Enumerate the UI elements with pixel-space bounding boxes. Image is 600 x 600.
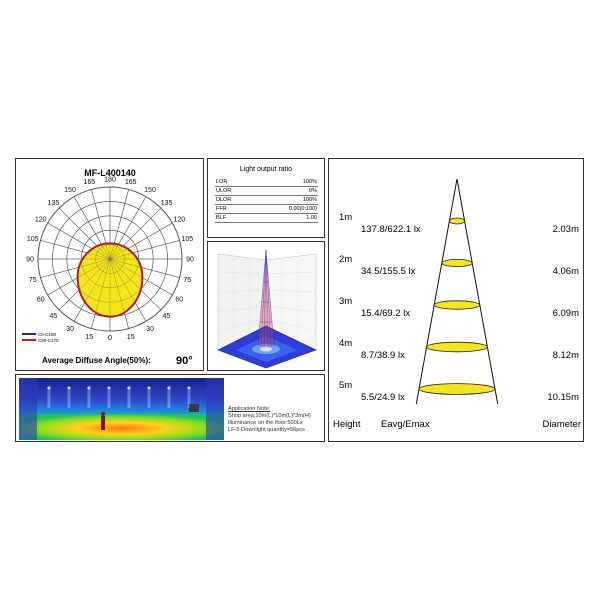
cone-edge-right	[456, 178, 499, 405]
polar-angle-label: 60	[37, 297, 45, 304]
diameter-label: 2.03m	[553, 224, 579, 235]
row-value: 100%	[252, 178, 318, 187]
polar-angle-label: 30	[66, 326, 74, 333]
polar-diagram: MF-L400140 15013512010590756045301515013…	[22, 168, 194, 367]
height-label: 3m	[339, 296, 352, 307]
height-label: 4m	[339, 338, 352, 349]
legend-swatch-c90	[22, 339, 36, 341]
legend-label-c90: C90-C270	[38, 338, 59, 343]
polar-diagram-panel: MF-L400140 150 135 120 105 90 75 60 45 30 15 150 13…	[15, 158, 204, 371]
height-label: 2m	[339, 254, 352, 265]
legend-swatch-c0	[22, 333, 36, 335]
polar-curve-c0	[77, 242, 143, 317]
3d-distribution-panel	[207, 241, 325, 371]
table-row: BLF 1.00	[215, 213, 318, 223]
illuminance-label: 137.8/622.1 lx	[361, 224, 421, 235]
height-label: 5m	[339, 380, 352, 391]
cone-ellipse	[449, 217, 466, 225]
polar-angle-label: 15	[85, 334, 93, 341]
3d-distribution-render	[217, 249, 317, 369]
diffuse-angle-value: 90°	[176, 355, 193, 367]
eavg-emax-column-label: Eavg/Emax	[381, 419, 430, 430]
application-note-line: Shop area:10m(L)*10m(L)*3m(H)	[228, 413, 311, 419]
diffuse-angle-label: Average Diffuse Angle(50%):	[42, 356, 151, 365]
polar-angle-label: 105	[181, 236, 193, 243]
polar-angle-label: 120	[173, 217, 185, 224]
cone-ellipse	[418, 383, 496, 395]
row-label: ULOR	[215, 186, 253, 196]
height-column-label: Height	[333, 419, 361, 430]
polar-angle-label: 90	[26, 257, 34, 264]
polar-angle-label: 75	[183, 277, 191, 284]
cone-outline	[415, 178, 499, 405]
polar-angle-label: 165	[125, 179, 137, 186]
height-label: 1m	[339, 212, 352, 223]
legend-label-c0: C0-C180	[38, 332, 57, 337]
light-output-panel: Light output ratio LOR 100% ULOR 0% DLOR 10…	[207, 158, 325, 238]
polar-legend: C0-C180 C90-C270	[22, 332, 59, 343]
polar-angle-labels: 1501351201059075604530151501351201059075…	[26, 177, 194, 343]
row-value: 1.00	[252, 213, 318, 223]
cone-ellipse	[433, 300, 481, 310]
application-note-heading: Application Note:	[228, 406, 271, 412]
polar-curves	[38, 187, 182, 331]
polar-spoke-overlay	[91, 189, 129, 329]
row-label: LOR	[215, 178, 253, 187]
polar-angle-label: 150	[144, 187, 156, 194]
polar-angle-label: 15	[127, 334, 135, 341]
cone-edge-left	[415, 178, 458, 405]
polar-angle-label: 120	[35, 217, 47, 224]
polar-angle-label: 135	[161, 200, 173, 207]
illuminance-label: 15.4/69.2 lx	[361, 308, 410, 319]
polar-angle-label: 30	[146, 326, 154, 333]
row-value: 100%	[252, 195, 318, 205]
diameter-label: 8.12m	[553, 350, 579, 361]
diameter-label: 10.15m	[547, 392, 579, 403]
polar-angle-label: 105	[27, 236, 39, 243]
diameter-label: 4.06m	[553, 266, 579, 277]
row-label: FFR	[215, 204, 253, 214]
polar-angle-label: 90	[186, 257, 194, 264]
light-output-title: Light output ratio	[239, 166, 293, 173]
illuminance-label: 34.5/155.5 lx	[361, 266, 416, 277]
illuminance-label: 5.5/24.9 lx	[361, 392, 405, 403]
illuminance-label: 8.7/38.9 lx	[361, 350, 405, 361]
model-title: MF-L400140	[84, 168, 136, 178]
cone-ellipse	[426, 341, 488, 353]
beam-cone-diagram: 1m 137.8/622.1 lx 2.03m 2m 34.5/155.5 lx 4.06…	[333, 178, 581, 430]
application-panel: Application Note: Shop area:10m(L)*10m(L…	[15, 374, 325, 442]
row-label: DLOR	[215, 195, 253, 205]
polar-angle-label: 0	[108, 335, 112, 342]
polar-angle-label: 45	[50, 313, 58, 320]
application-note-line: LF-5 Downlight quantity=56pcs	[228, 427, 305, 433]
application-note-line: Illuminance on the floor:500Lx	[228, 420, 303, 426]
diameter-label: 6.09m	[553, 308, 579, 319]
illuminance-false-color-image	[19, 378, 224, 440]
cone-rows: 1m 137.8/622.1 lx 2.03m 2m 34.5/155.5 lx 4.06…	[339, 212, 579, 403]
polar-angle-label: 135	[48, 200, 60, 207]
application-note: Application Note: Shop area:10m(L)*10m(L…	[228, 406, 324, 434]
table-row: ULOR 0%	[215, 186, 318, 196]
table-row: LOR 100%	[215, 178, 318, 187]
polar-angle-label: 75	[29, 277, 37, 284]
row-value: 0%	[252, 186, 318, 196]
polar-angle-label: 150	[64, 187, 76, 194]
table-row: DLOR 100%	[215, 195, 318, 205]
light-output-table: LOR 100% ULOR 0% DLOR 100% FFR 0.00(0:100) B…	[215, 178, 318, 223]
polar-angle-label: 45	[163, 313, 171, 320]
beam-cone-panel: 1m 137.8/622.1 lx 2.03m 2m 34.5/155.5 lx 4.06…	[328, 158, 584, 442]
table-row: FFR 0.00(0:100)	[215, 204, 318, 214]
polar-angle-label: 180	[104, 177, 116, 184]
polar-angle-label: 60	[175, 297, 183, 304]
cone-ellipse	[441, 259, 473, 268]
diameter-column-label: Diameter	[542, 419, 581, 430]
row-label: BLF	[215, 213, 253, 223]
row-value: 0.00(0:100)	[252, 204, 318, 214]
polar-angle-label: 165	[83, 179, 95, 186]
